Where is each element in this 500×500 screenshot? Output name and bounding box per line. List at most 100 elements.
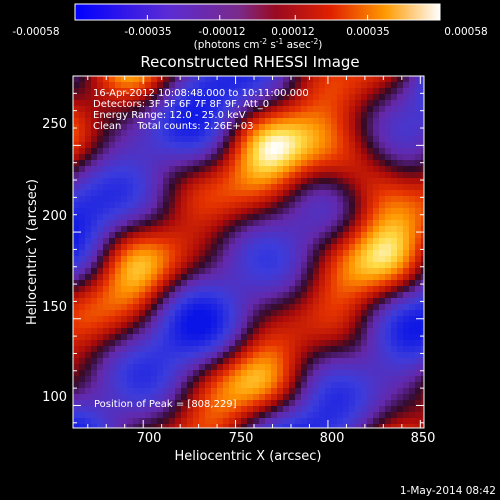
- heatmap-cell: [271, 160, 277, 166]
- heatmap-cell: [163, 262, 169, 268]
- heatmap-cell: [187, 214, 193, 220]
- heatmap-cell: [355, 310, 361, 316]
- heatmap-cell: [127, 316, 133, 322]
- heatmap-cell: [265, 322, 271, 328]
- heatmap-cell: [241, 94, 247, 100]
- heatmap-cell: [157, 166, 163, 172]
- heatmap-cell: [337, 82, 343, 88]
- heatmap-cell: [295, 214, 301, 220]
- heatmap-cell: [325, 400, 331, 406]
- heatmap-cell: [367, 376, 373, 382]
- heatmap-cell: [373, 250, 379, 256]
- heatmap-cell: [235, 124, 241, 130]
- heatmap-cell: [325, 226, 331, 232]
- heatmap-cell: [355, 370, 361, 376]
- heatmap-cell: [169, 274, 175, 280]
- heatmap-cell: [199, 166, 205, 172]
- heatmap-cell: [337, 292, 343, 298]
- heatmap-cell: [73, 226, 79, 232]
- heatmap-cell: [331, 190, 337, 196]
- heatmap-cell: [373, 238, 379, 244]
- heatmap-cell: [229, 172, 235, 178]
- heatmap-cell: [391, 358, 397, 364]
- heatmap-cell: [307, 424, 313, 428]
- heatmap-cell: [109, 214, 115, 220]
- heatmap-cell: [235, 310, 241, 316]
- heatmap-cell: [175, 226, 181, 232]
- heatmap-cell: [211, 400, 217, 406]
- heatmap-cell: [277, 394, 283, 400]
- heatmap-cell: [79, 412, 85, 418]
- heatmap-cell: [97, 142, 103, 148]
- heatmap-cell: [85, 376, 91, 382]
- heatmap-cell: [403, 352, 409, 358]
- heatmap-cell: [85, 394, 91, 400]
- heatmap-cell: [319, 154, 325, 160]
- heatmap-cell: [73, 190, 79, 196]
- heatmap-cell: [175, 232, 181, 238]
- heatmap-cell: [235, 376, 241, 382]
- heatmap-cell: [163, 316, 169, 322]
- heatmap-cell: [97, 88, 103, 94]
- heatmap-cell: [319, 322, 325, 328]
- heatmap-cell: [271, 328, 277, 334]
- heatmap-cell: [367, 202, 373, 208]
- heatmap-cell: [127, 94, 133, 100]
- heatmap-cell: [271, 166, 277, 172]
- heatmap-cell: [337, 418, 343, 424]
- heatmap-cell: [127, 124, 133, 130]
- heatmap-cell: [277, 226, 283, 232]
- heatmap-cell: [415, 334, 421, 340]
- heatmap-cell: [277, 88, 283, 94]
- heatmap-cell: [331, 364, 337, 370]
- heatmap-cell: [253, 244, 259, 250]
- heatmap-cell: [415, 280, 421, 286]
- heatmap-cell: [169, 154, 175, 160]
- heatmap-cell: [313, 280, 319, 286]
- heatmap-cell: [205, 94, 211, 100]
- heatmap-cell: [97, 232, 103, 238]
- heatmap-cell: [295, 424, 301, 428]
- heatmap-cell: [361, 388, 367, 394]
- heatmap-cell: [133, 112, 139, 118]
- heatmap-cell: [301, 376, 307, 382]
- heatmap-cell: [139, 190, 145, 196]
- heatmap-cell: [175, 322, 181, 328]
- heatmap-cell: [139, 124, 145, 130]
- heatmap-cell: [157, 268, 163, 274]
- heatmap-cell: [229, 94, 235, 100]
- heatmap-cell: [289, 268, 295, 274]
- heatmap-cell: [223, 214, 229, 220]
- heatmap-cell: [79, 298, 85, 304]
- heatmap-cell: [121, 388, 127, 394]
- heatmap-cell: [175, 208, 181, 214]
- heatmap-cell: [313, 262, 319, 268]
- heatmap-cell: [295, 310, 301, 316]
- heatmap-cell: [409, 160, 415, 166]
- heatmap-cell: [403, 346, 409, 352]
- heatmap-cell: [235, 400, 241, 406]
- heatmap-cell: [325, 142, 331, 148]
- heatmap-cell: [151, 148, 157, 154]
- heatmap-cell: [373, 220, 379, 226]
- heatmap-cell: [361, 334, 367, 340]
- heatmap-cell: [103, 124, 109, 130]
- heatmap-cell: [229, 358, 235, 364]
- heatmap-cell: [211, 274, 217, 280]
- heatmap-cell: [253, 250, 259, 256]
- heatmap-cell: [385, 172, 391, 178]
- heatmap-cell: [91, 334, 97, 340]
- heatmap-cell: [289, 388, 295, 394]
- heatmap-cell: [409, 184, 415, 190]
- heatmap-cell: [361, 400, 367, 406]
- heatmap-cell: [265, 238, 271, 244]
- heatmap-cell: [415, 364, 421, 370]
- heatmap-cell: [223, 76, 229, 82]
- heatmap-cell: [325, 370, 331, 376]
- heatmap-cell: [235, 220, 241, 226]
- heatmap-cell: [229, 82, 235, 88]
- heatmap-cell: [121, 298, 127, 304]
- heatmap-cell: [367, 370, 373, 376]
- heatmap-cell: [415, 286, 421, 292]
- heatmap-cell: [259, 334, 265, 340]
